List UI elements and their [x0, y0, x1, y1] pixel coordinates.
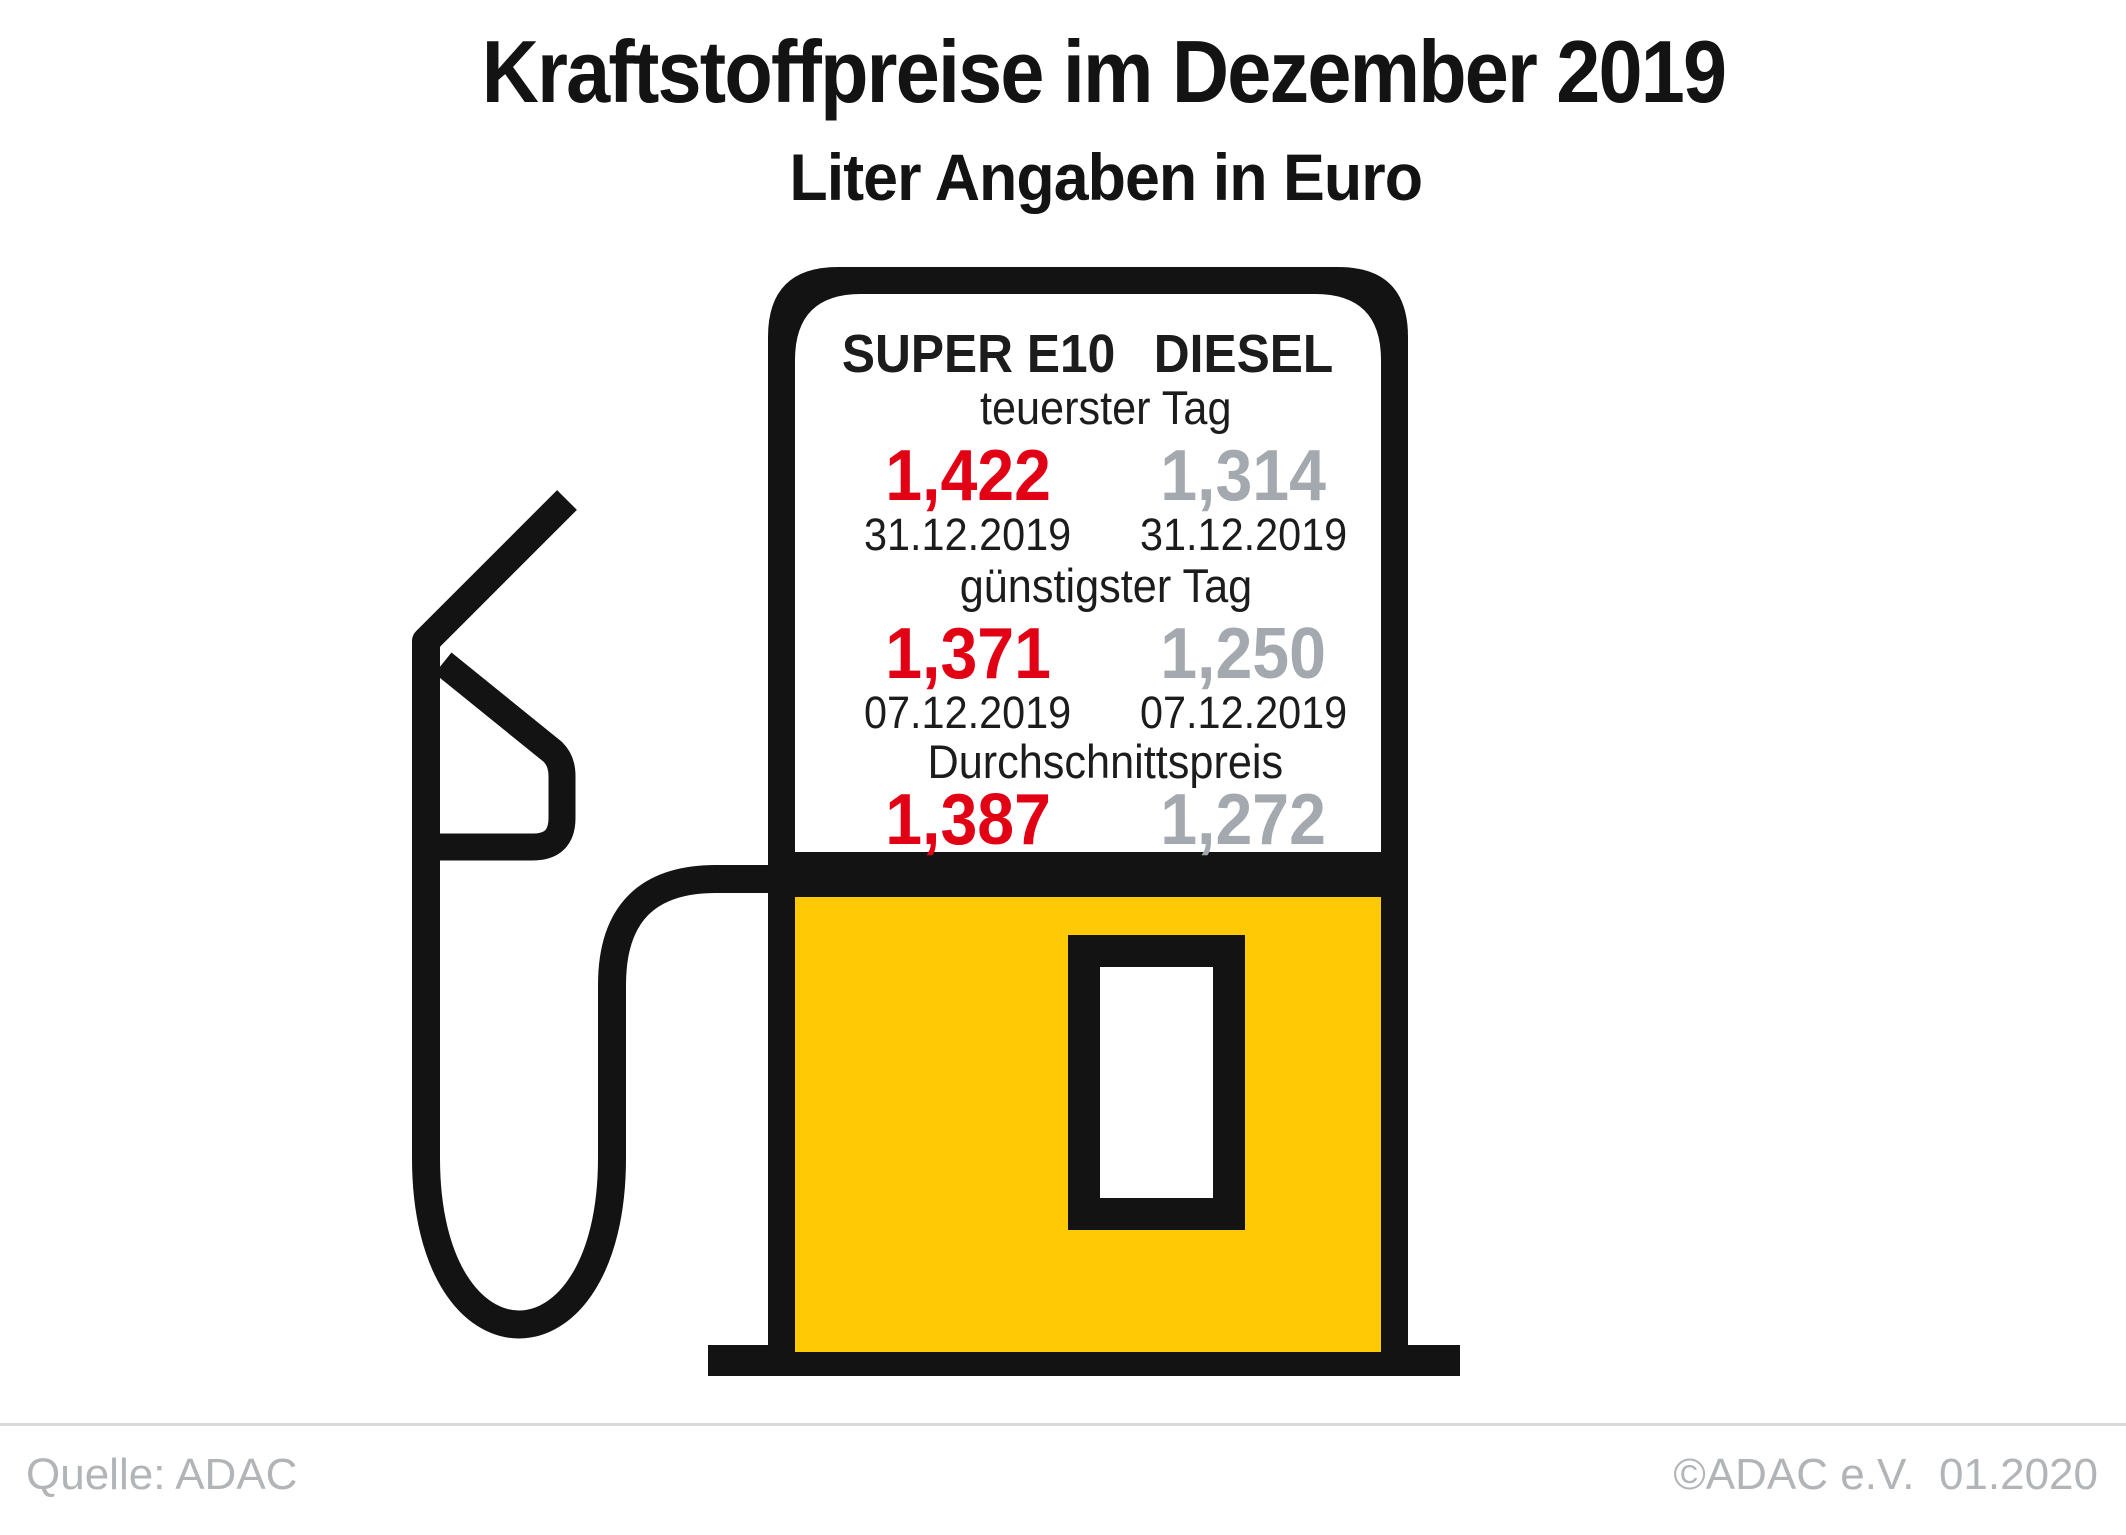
price-display: SUPER E10 DIESEL teuerster Tag 1,422 1,3…: [795, 300, 1381, 860]
price-row-most-expensive: 1,422 1,314: [830, 436, 1381, 516]
date-super-e10-max: 31.12.2019: [864, 509, 1072, 560]
date-diesel-min: 07.12.2019: [1139, 687, 1347, 738]
price-super-e10-max: 1,422: [884, 436, 1051, 516]
nozzle-handle: [426, 652, 576, 861]
price-diesel-max: 1,314: [1160, 436, 1327, 516]
fuel-type-header-row: SUPER E10 DIESEL: [830, 326, 1381, 382]
date-diesel-max: 31.12.2019: [1139, 509, 1347, 560]
source-credit: Quelle: ADAC: [26, 1450, 298, 1499]
copyright-notice: ©ADAC e.V. 01.2020: [1673, 1450, 2098, 1499]
section-label-cheapest-day: günstigster Tag: [959, 559, 1252, 612]
pump-divider-bar: [768, 852, 1408, 897]
price-diesel-min: 1,250: [1160, 614, 1327, 694]
price-row-average: 1,387 1,272: [830, 780, 1381, 860]
page-subtitle: Liter Angaben in Euro: [789, 140, 1423, 214]
price-row-cheapest: 1,371 1,250: [830, 614, 1381, 694]
price-diesel-avg: 1,272: [1160, 780, 1327, 860]
section-label-average-price: Durchschnittspreis: [927, 735, 1284, 788]
page-title: Kraftstoffpreise im Dezember 2019: [481, 22, 1727, 121]
price-super-e10-avg: 1,387: [884, 780, 1051, 860]
price-super-e10-min: 1,371: [884, 614, 1051, 694]
column-header-diesel: DIESEL: [1153, 324, 1333, 384]
date-row-most-expensive: 31.12.2019 31.12.2019: [830, 510, 1381, 560]
column-header-super-e10: SUPER E10: [841, 324, 1116, 384]
date-row-cheapest: 07.12.2019 07.12.2019: [830, 688, 1381, 738]
date-super-e10-min: 07.12.2019: [864, 687, 1072, 738]
footer-divider-line: [0, 1423, 2126, 1426]
pump-window-glass: [1100, 967, 1213, 1198]
section-label-most-expensive-day: teuerster Tag: [979, 381, 1232, 434]
fuel-nozzle-and-hose: [412, 490, 795, 1339]
